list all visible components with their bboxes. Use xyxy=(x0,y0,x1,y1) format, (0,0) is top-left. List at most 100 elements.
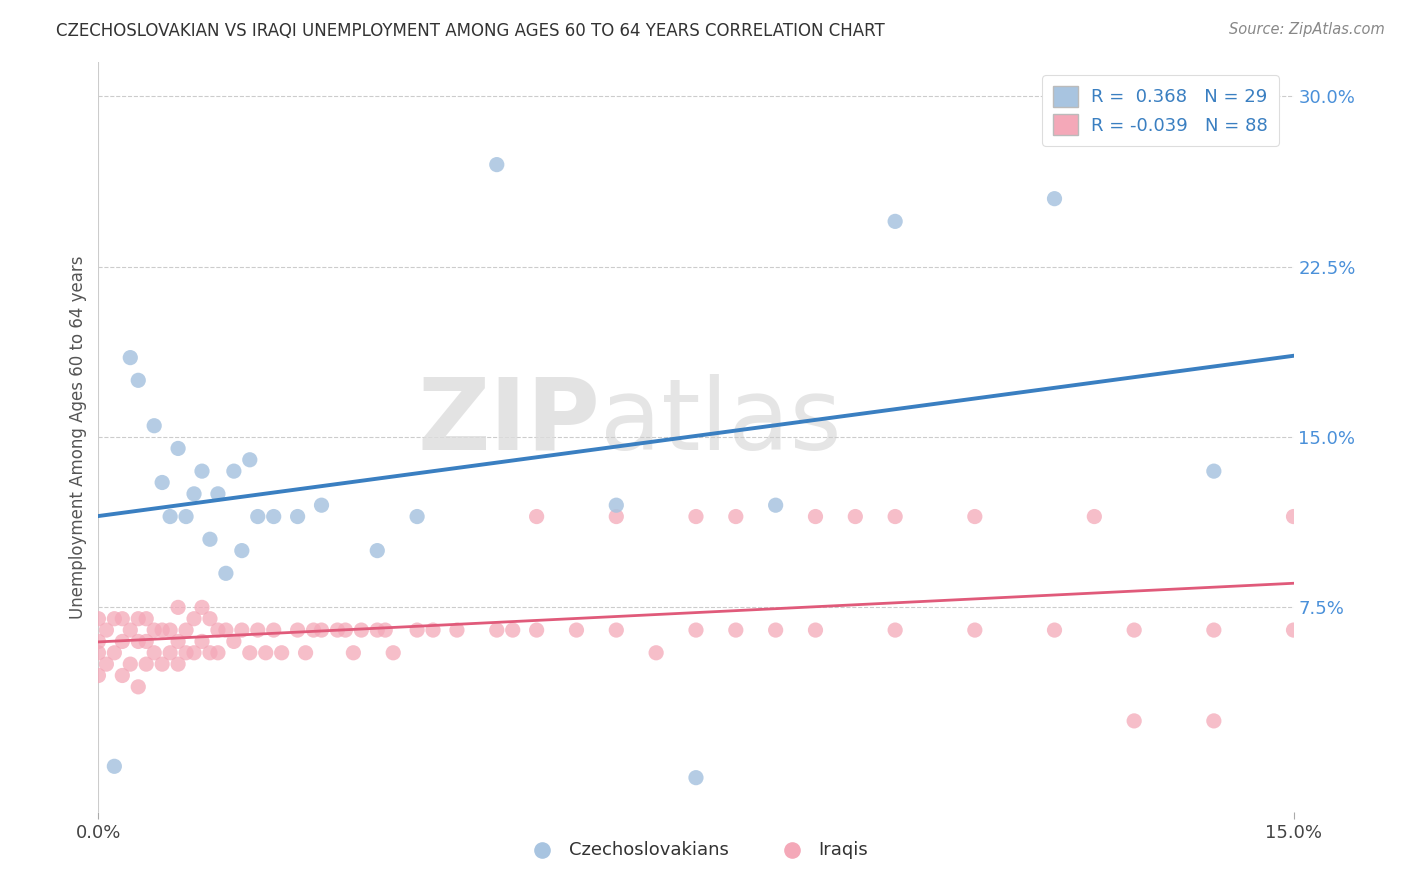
Text: atlas: atlas xyxy=(600,374,842,471)
Point xyxy=(342,646,364,660)
Point xyxy=(366,543,388,558)
Point xyxy=(724,509,747,524)
Point xyxy=(724,623,747,637)
Point xyxy=(565,623,588,637)
Point xyxy=(207,646,229,660)
Point xyxy=(183,487,205,501)
Point xyxy=(765,498,787,512)
Point xyxy=(605,509,627,524)
Point xyxy=(167,442,190,456)
Point xyxy=(526,623,548,637)
Point xyxy=(159,623,181,637)
Point xyxy=(685,771,707,785)
Point xyxy=(645,646,668,660)
Point xyxy=(183,612,205,626)
Point xyxy=(120,623,142,637)
Point xyxy=(198,612,221,626)
Point xyxy=(159,509,181,524)
Point xyxy=(135,657,157,672)
Point xyxy=(222,464,245,478)
Point xyxy=(1202,623,1225,637)
Text: ZIP: ZIP xyxy=(418,374,600,471)
Point xyxy=(963,509,986,524)
Point xyxy=(765,623,787,637)
Point xyxy=(87,646,110,660)
Point xyxy=(96,657,118,672)
Point xyxy=(103,646,125,660)
Point xyxy=(685,509,707,524)
Point xyxy=(231,543,253,558)
Point xyxy=(198,533,221,547)
Point xyxy=(963,623,986,637)
Point xyxy=(127,612,149,626)
Point xyxy=(207,487,229,501)
Point xyxy=(254,646,277,660)
Point xyxy=(191,464,214,478)
Point xyxy=(239,452,262,467)
Point xyxy=(350,623,373,637)
Point xyxy=(263,509,285,524)
Point xyxy=(96,623,118,637)
Point xyxy=(103,612,125,626)
Point xyxy=(1282,509,1305,524)
Point xyxy=(263,623,285,637)
Point xyxy=(183,646,205,660)
Point xyxy=(605,623,627,637)
Point xyxy=(135,634,157,648)
Point xyxy=(366,623,388,637)
Point xyxy=(302,623,325,637)
Point xyxy=(335,623,357,637)
Point xyxy=(294,646,316,660)
Point xyxy=(287,623,309,637)
Point xyxy=(1083,509,1105,524)
Point xyxy=(485,158,508,172)
Point xyxy=(167,657,190,672)
Point xyxy=(111,612,134,626)
Point xyxy=(804,509,827,524)
Point xyxy=(422,623,444,637)
Point xyxy=(1043,192,1066,206)
Point xyxy=(526,509,548,524)
Point xyxy=(87,612,110,626)
Point xyxy=(502,623,524,637)
Point xyxy=(159,646,181,660)
Point xyxy=(127,634,149,648)
Point xyxy=(326,623,349,637)
Point xyxy=(246,623,269,637)
Point xyxy=(311,498,333,512)
Point xyxy=(222,634,245,648)
Point xyxy=(844,509,866,524)
Point xyxy=(270,646,292,660)
Point xyxy=(127,680,149,694)
Point xyxy=(1123,623,1146,637)
Text: CZECHOSLOVAKIAN VS IRAQI UNEMPLOYMENT AMONG AGES 60 TO 64 YEARS CORRELATION CHAR: CZECHOSLOVAKIAN VS IRAQI UNEMPLOYMENT AM… xyxy=(56,22,884,40)
Point xyxy=(127,373,149,387)
Point xyxy=(884,509,907,524)
Point xyxy=(1202,714,1225,728)
Point xyxy=(174,509,197,524)
Point xyxy=(174,623,197,637)
Point xyxy=(1202,464,1225,478)
Point xyxy=(120,351,142,365)
Point xyxy=(804,623,827,637)
Point xyxy=(446,623,468,637)
Point xyxy=(605,498,627,512)
Point xyxy=(1282,623,1305,637)
Legend: Czechoslovakians, Iraqis: Czechoslovakians, Iraqis xyxy=(516,834,876,866)
Point xyxy=(120,657,142,672)
Point xyxy=(884,623,907,637)
Point xyxy=(150,475,173,490)
Point xyxy=(382,646,405,660)
Point xyxy=(198,646,221,660)
Point xyxy=(143,646,166,660)
Y-axis label: Unemployment Among Ages 60 to 64 years: Unemployment Among Ages 60 to 64 years xyxy=(69,255,87,619)
Point xyxy=(111,668,134,682)
Point xyxy=(87,668,110,682)
Text: Source: ZipAtlas.com: Source: ZipAtlas.com xyxy=(1229,22,1385,37)
Point xyxy=(87,634,110,648)
Point xyxy=(215,623,238,637)
Point xyxy=(150,657,173,672)
Point xyxy=(406,509,429,524)
Point xyxy=(143,418,166,433)
Point xyxy=(374,623,396,637)
